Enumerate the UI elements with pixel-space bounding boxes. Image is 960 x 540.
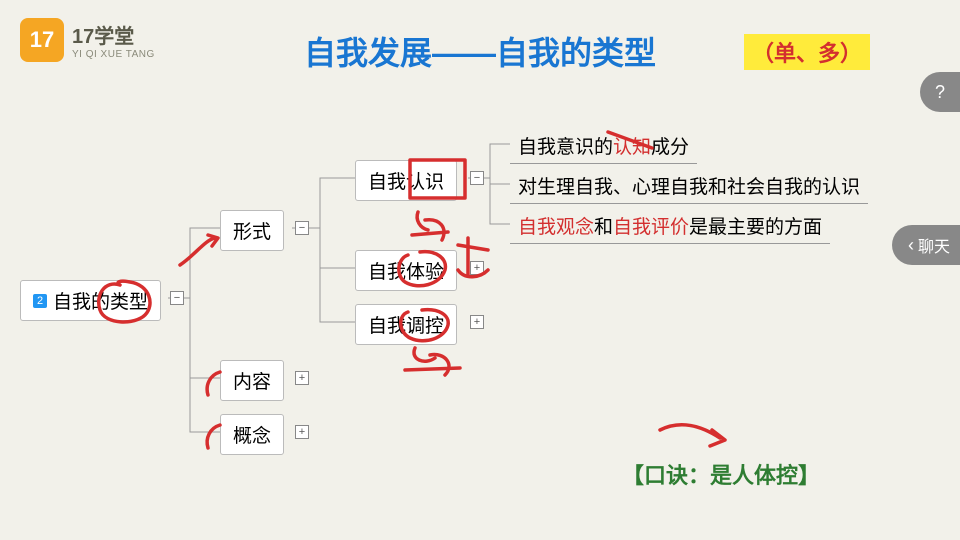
- toggle-form[interactable]: −: [295, 221, 309, 235]
- node-label: 形式: [233, 217, 271, 244]
- tree-node-cognition[interactable]: 自我认识: [355, 160, 457, 201]
- node-label: 自我认识: [368, 167, 444, 194]
- toggle-concept[interactable]: +: [295, 425, 309, 439]
- node-label: 内容: [233, 367, 271, 394]
- node-label: 自我体验: [368, 257, 444, 284]
- toggle-root[interactable]: −: [170, 291, 184, 305]
- leaf-cognition-3: 自我观念和自我评价是最主要的方面: [510, 208, 830, 244]
- toggle-content[interactable]: +: [295, 371, 309, 385]
- mindmap-tree: 2 自我的类型 − 形式 − 内容 + 概念 + 自我认识 − 自我体验 + 自…: [20, 120, 940, 480]
- tree-node-regulation[interactable]: 自我调控: [355, 304, 457, 345]
- help-icon: ?: [935, 82, 945, 103]
- tree-node-content[interactable]: 内容: [220, 360, 284, 401]
- logo-title: 17学堂: [72, 20, 155, 49]
- toggle-regulation[interactable]: +: [470, 315, 484, 329]
- tree-node-form[interactable]: 形式: [220, 210, 284, 251]
- toggle-experience[interactable]: +: [470, 261, 484, 275]
- leaf-cognition-2: 对生理自我、心理自我和社会自我的认识: [510, 168, 868, 204]
- logo-subtitle: YI QI XUE TANG: [72, 49, 155, 60]
- tree-root[interactable]: 2 自我的类型: [20, 280, 161, 321]
- help-button[interactable]: ?: [920, 72, 960, 112]
- toggle-cognition[interactable]: −: [470, 171, 484, 185]
- mnemonic-text: 【口诀：是人体控】: [622, 458, 820, 490]
- node-label: 概念: [233, 421, 271, 448]
- tree-node-experience[interactable]: 自我体验: [355, 250, 457, 291]
- title-tag: （单、多）: [744, 34, 870, 70]
- node-label: 自我调控: [368, 311, 444, 338]
- page-title: 自我发展——自我的类型: [304, 28, 656, 74]
- logo-badge: 17: [20, 18, 64, 62]
- tree-node-concept[interactable]: 概念: [220, 414, 284, 455]
- logo-text: 17学堂 YI QI XUE TANG: [72, 20, 155, 60]
- node-label: 自我的类型: [53, 287, 148, 314]
- node-number: 2: [33, 294, 47, 308]
- leaf-cognition-1: 自我意识的认知成分: [510, 128, 697, 164]
- logo: 17 17学堂 YI QI XUE TANG: [20, 18, 155, 62]
